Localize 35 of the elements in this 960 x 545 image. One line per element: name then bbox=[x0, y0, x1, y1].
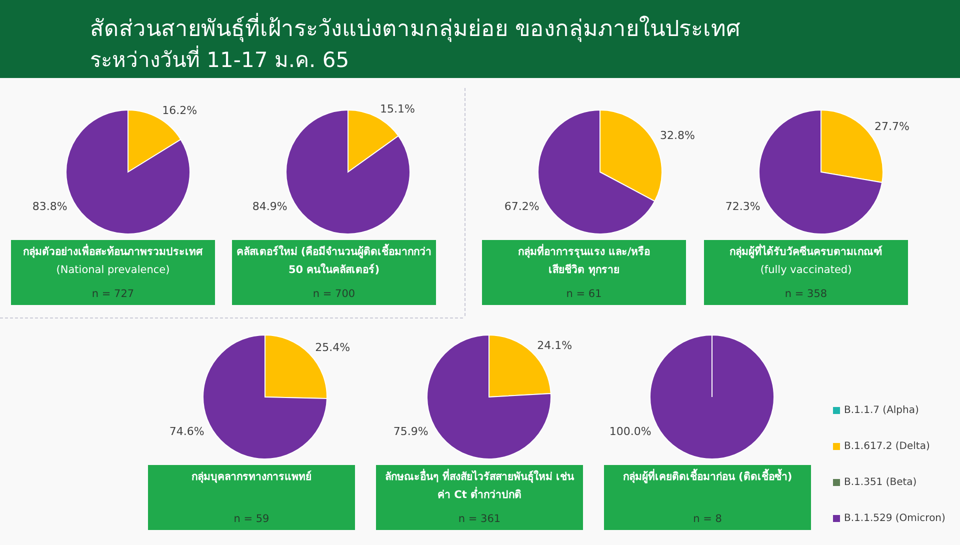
text: กลุ่มที่อาการรุนแรง และ/หรือ เสียชีวิต ทุกราย bbox=[518, 243, 650, 278]
text: กลุ่มบุคลากรทางการแพทย์ bbox=[192, 470, 312, 485]
text: (fully vaccinated) bbox=[760, 263, 852, 278]
text: n = 358 bbox=[784, 287, 828, 302]
text: (National prevalence) bbox=[56, 263, 170, 278]
text: n = 727 bbox=[92, 287, 134, 302]
data-label: 32.8% bbox=[660, 128, 695, 142]
legend-label: B.1.1.529 (Omicron) bbox=[844, 512, 946, 524]
text: คลัสเตอร์ใหม่ (คือมีจำนวนผู้ติดเชื้อมากกว่า 50 คนในคลัสเตอร์) bbox=[236, 243, 432, 278]
data-label: 83.8% bbox=[32, 200, 68, 214]
data-label: 75.9% bbox=[393, 425, 428, 438]
text: n = 59 bbox=[234, 512, 270, 527]
legend-label: B.1.1.7 (Alpha) bbox=[844, 404, 919, 416]
data-label: 25.4% bbox=[315, 341, 350, 354]
data-label: 84.9% bbox=[252, 200, 288, 214]
data-label: 24.1% bbox=[537, 339, 572, 352]
data-label: 74.6% bbox=[169, 425, 204, 438]
data-label: 16.2% bbox=[162, 104, 198, 117]
text: กลุ่มผู้ที่ได้รับวัคซีนครบตามเกณฑ์ bbox=[730, 243, 882, 260]
text: กลุ่มผู้ที่เคยติดเชื้อมาก่อน (ติดเชื้อซ้ำ) bbox=[622, 468, 792, 486]
text: n = 61 bbox=[566, 287, 602, 302]
text: n = 700 bbox=[312, 287, 356, 302]
text: ระหว่างวันที่ 11-17 ม.ค. 65 bbox=[90, 46, 350, 74]
data-label: 72.3% bbox=[725, 200, 760, 214]
text: กลุ่มตัวอย่างเพื่อสะท้อนภาพรวมประเทศ bbox=[23, 243, 203, 260]
text: n = 8 bbox=[693, 512, 722, 527]
text: n = 361 bbox=[458, 512, 501, 527]
text: ลักษณะอื่นๆ ที่สงสัยไวรัสสายพันธุ์ใหม่ เช่น ค่า Ct ต่ำกว่าปกติ bbox=[384, 468, 574, 503]
data-label: 100.0% bbox=[609, 425, 652, 438]
legend-label: B.1.351 (Beta) bbox=[844, 476, 917, 488]
data-label: 67.2% bbox=[504, 200, 540, 214]
data-label: 27.7% bbox=[874, 120, 910, 133]
text: สัดส่วนสายพันธุ์ที่เฝ้าระวังแบ่งตามกลุ่มย่อย ของกลุ่มภายในประเทศ bbox=[90, 14, 740, 44]
data-label: 15.1% bbox=[380, 102, 415, 116]
legend-label: B.1.617.2 (Delta) bbox=[844, 440, 930, 452]
